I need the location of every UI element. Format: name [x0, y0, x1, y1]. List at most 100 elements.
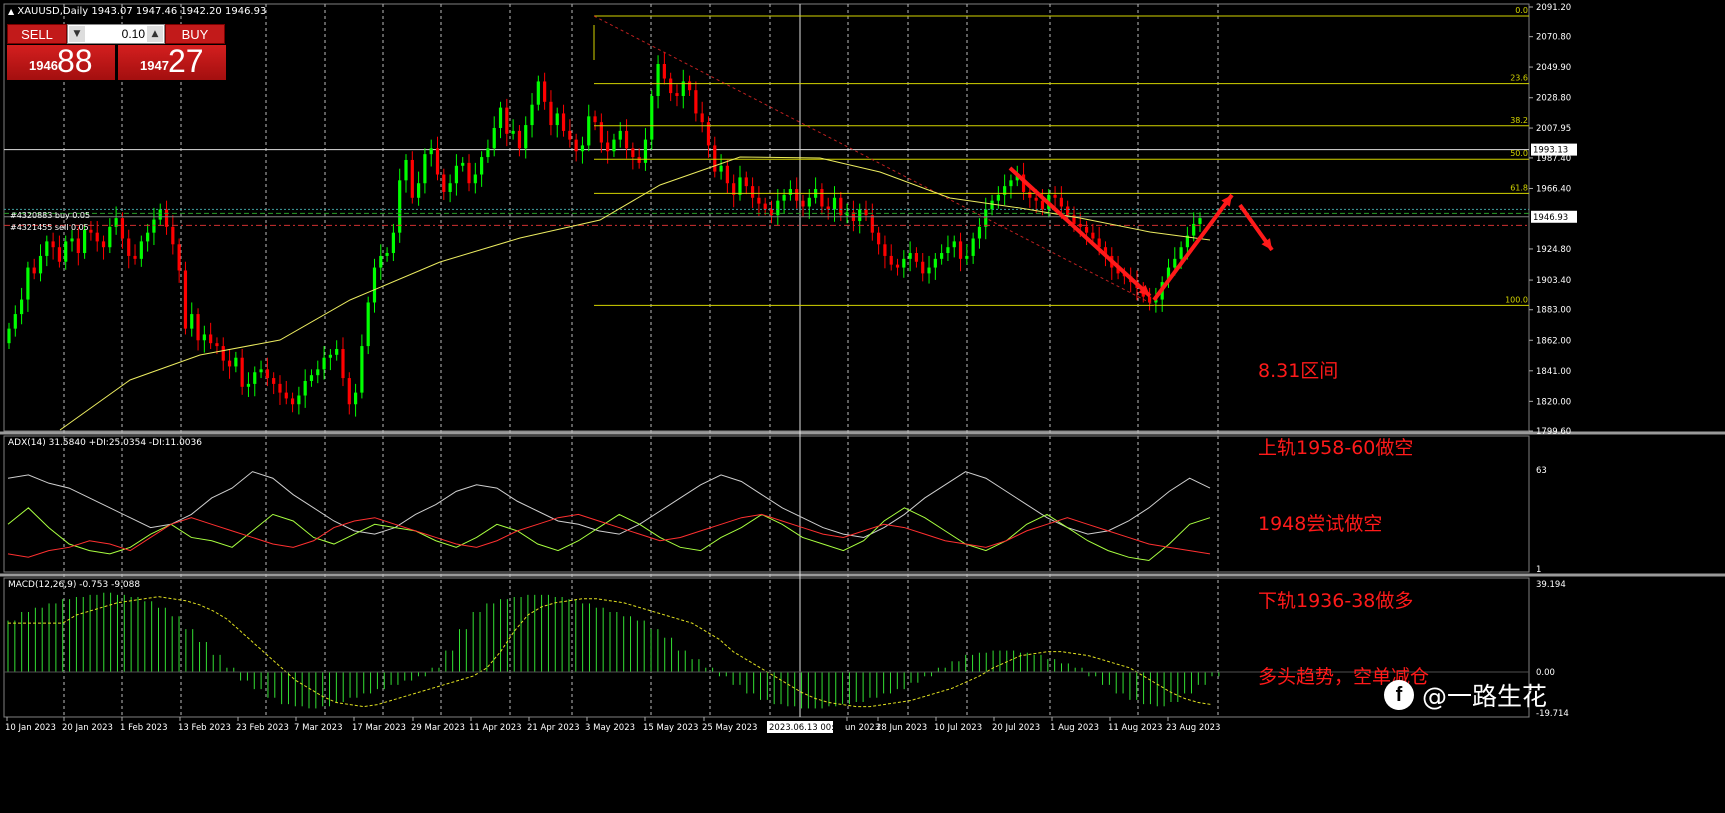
sell-button[interactable]: SELL: [7, 24, 67, 44]
buy-price-pips: 27: [168, 43, 204, 79]
candle-body: [410, 159, 414, 198]
collapse-triangle-icon[interactable]: ▲: [8, 7, 15, 16]
candle-body: [297, 395, 301, 405]
annotation-line: 下轨1936-38做多: [1258, 589, 1414, 612]
candle-body: [977, 226, 982, 239]
price-tick-label: 2007.95: [1536, 124, 1571, 134]
candle-body: [398, 180, 402, 233]
date-tick-label: 20 Jul 2023: [992, 723, 1040, 733]
candle-body: [417, 183, 421, 198]
sell-price-prefix: 1946: [29, 58, 58, 73]
date-tick-label: 17 Mar 2023: [352, 723, 406, 733]
candle-body: [353, 392, 358, 405]
candle-body: [347, 378, 351, 405]
increase-lot-icon[interactable]: ▲: [147, 26, 163, 42]
adx-line: [7, 471, 1211, 538]
sell-price-box[interactable]: 1946 88: [7, 43, 115, 80]
candle-body: [158, 209, 162, 220]
candle-body: [366, 302, 370, 347]
date-tick-label: 13 Feb 2023: [178, 723, 231, 733]
candle-body: [788, 189, 792, 195]
candle-body: [45, 241, 49, 256]
lot-input[interactable]: [87, 26, 145, 42]
candle-body: [322, 357, 326, 370]
bid-price-text: 1946.93: [1533, 213, 1568, 223]
candle-body: [467, 162, 471, 184]
buy-button[interactable]: BUY: [165, 24, 225, 44]
lot-stepper: ▼ ▲: [67, 24, 165, 44]
buy-price-box[interactable]: 1947 27: [118, 43, 226, 80]
down-arrow-head: [1138, 284, 1150, 296]
price-tick-label: 1966.40: [1536, 184, 1571, 194]
candle-body: [76, 238, 80, 254]
date-tick-label: 23 Aug 2023: [1166, 723, 1220, 733]
candle-body: [801, 200, 805, 207]
candle-body: [379, 255, 383, 268]
fib-level-label: 23.6: [1510, 74, 1528, 83]
candle-body: [536, 81, 540, 105]
candle-body: [404, 159, 408, 181]
watermark-text: @一路生花: [1422, 682, 1548, 711]
candle-body: [706, 122, 711, 146]
candle-body: [328, 354, 332, 358]
price-tick-label: 2028.80: [1536, 94, 1571, 104]
candle-body: [171, 226, 175, 245]
date-tick-label: 29 Mar 2023: [411, 723, 465, 733]
date-tick-label: 23 Feb 2023: [236, 723, 289, 733]
candle-body: [360, 346, 364, 393]
candle-body: [883, 244, 887, 256]
candle-body: [763, 203, 767, 210]
candle-body: [637, 157, 641, 163]
candle-body: [971, 238, 975, 256]
candle-body: [1072, 215, 1076, 224]
candle-body: [234, 357, 238, 367]
candle-body: [1091, 232, 1095, 239]
candle-body: [70, 238, 74, 242]
candle-body: [574, 139, 578, 152]
order-label-sell[interactable]: #4321455 sell 0.05: [10, 223, 89, 232]
candle-body: [259, 369, 263, 373]
fib-level-label: 38.2: [1510, 116, 1528, 125]
candle-body: [795, 189, 799, 201]
candle-body: [1147, 296, 1152, 303]
annotation-line: 多头趋势，空单减仓: [1258, 666, 1430, 688]
candle-body: [908, 253, 912, 259]
decrease-lot-icon[interactable]: ▼: [69, 26, 85, 42]
candle-body: [694, 90, 698, 114]
up-arrow-head: [1221, 195, 1232, 207]
fib-level-label: 0.0: [1515, 6, 1528, 15]
candle-body: [643, 139, 648, 163]
moving-average-line: [59, 156, 1211, 431]
candle-body: [265, 369, 269, 379]
date-tick-label: 15 May 2023: [643, 723, 698, 733]
date-tick-label: 1 Feb 2023: [120, 723, 168, 733]
price-tick-label: 1841.00: [1536, 367, 1571, 377]
order-label-buy[interactable]: #4320883 buy 0.05: [10, 211, 91, 220]
brand-f-icon: f: [1384, 680, 1414, 710]
up-arrow: [1152, 193, 1234, 302]
candle-body: [101, 241, 106, 248]
price-tick-label: 1883.00: [1536, 306, 1571, 316]
price-tick-label: 1862.00: [1536, 336, 1571, 346]
candle-body: [750, 186, 755, 198]
candle-body: [669, 78, 673, 94]
candle-body: [656, 63, 660, 96]
candle-body: [190, 314, 194, 329]
candle-body: [662, 63, 666, 79]
axes: 2091.20 2070.80 2049.90 2028.80 2007.95 1987.…: [5, 3, 1577, 733]
candle-body: [209, 334, 213, 344]
macd-axis-top: 39.194: [1536, 580, 1566, 590]
candle-body: [895, 264, 900, 268]
candle-body: [700, 113, 704, 123]
fib-level-label: 61.8: [1510, 183, 1528, 192]
candle-body: [921, 261, 925, 274]
candle-body: [1192, 223, 1196, 236]
candle-body: [738, 177, 742, 195]
crosshair-price-text: 1993.13: [1533, 146, 1568, 156]
candle-body: [454, 165, 459, 184]
candle-body: [290, 398, 295, 405]
candle-body: [341, 348, 345, 379]
candle-body: [744, 177, 748, 187]
candle-body: [807, 197, 811, 207]
